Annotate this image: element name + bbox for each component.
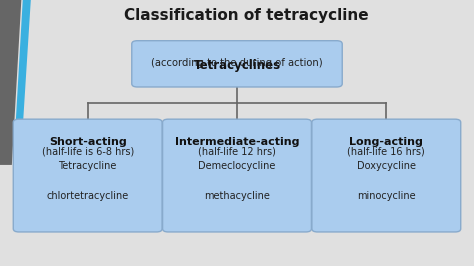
Text: Intermediate-acting: Intermediate-acting bbox=[175, 137, 299, 147]
FancyBboxPatch shape bbox=[163, 119, 311, 232]
Text: Classification of tetracycline: Classification of tetracycline bbox=[124, 8, 369, 23]
Text: (half-life is 6-8 hrs)
Tetracycline

chlortetracycline: (half-life is 6-8 hrs) Tetracycline chlo… bbox=[42, 146, 134, 201]
FancyBboxPatch shape bbox=[312, 119, 461, 232]
Polygon shape bbox=[13, 0, 31, 165]
Polygon shape bbox=[0, 0, 21, 165]
Text: Tetracyclines: Tetracyclines bbox=[193, 59, 281, 72]
Text: (half-life 12 hrs)
Demeclocycline

methacycline: (half-life 12 hrs) Demeclocycline methac… bbox=[198, 146, 276, 201]
FancyBboxPatch shape bbox=[13, 119, 162, 232]
Text: Short-acting: Short-acting bbox=[49, 137, 127, 147]
Text: (according to the during of action): (according to the during of action) bbox=[151, 58, 323, 68]
Text: (half-life 16 hrs)
Doxycycline

minocycline: (half-life 16 hrs) Doxycycline minocycli… bbox=[347, 146, 425, 201]
FancyBboxPatch shape bbox=[132, 41, 342, 87]
Text: Long-acting: Long-acting bbox=[349, 137, 423, 147]
